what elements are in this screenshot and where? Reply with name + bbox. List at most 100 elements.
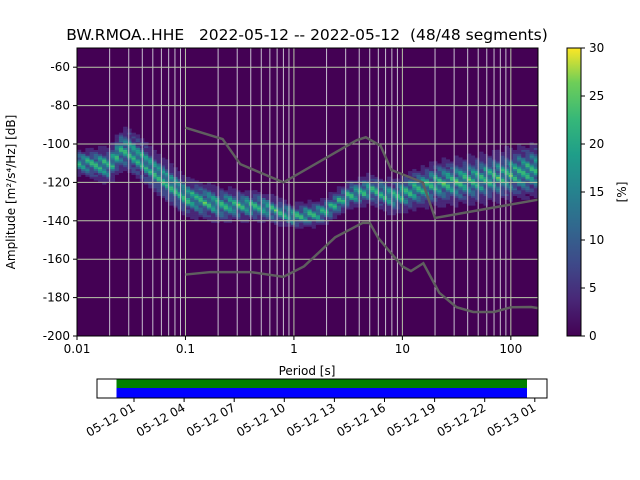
heatmap-cell xyxy=(290,216,296,220)
heatmap-cell xyxy=(437,192,442,195)
heatmap-cell xyxy=(349,197,354,200)
heatmap-cell xyxy=(93,159,99,162)
heatmap-cell xyxy=(521,144,526,147)
heatmap-cell xyxy=(294,201,300,204)
heatmap-cell xyxy=(483,167,489,170)
heatmap-cell xyxy=(232,201,237,204)
heatmap-cell xyxy=(131,159,136,162)
heatmap-cell xyxy=(412,199,417,202)
heatmap-cell xyxy=(282,218,287,221)
heatmap-cell xyxy=(290,209,296,212)
heatmap-cell xyxy=(517,145,522,149)
heatmap-cell xyxy=(152,174,157,177)
heatmap-cell xyxy=(135,155,141,158)
heatmap-cell xyxy=(521,159,526,162)
heatmap-cell xyxy=(148,159,153,162)
heatmap-cell xyxy=(525,149,530,152)
heatmap-cell xyxy=(454,190,459,193)
heatmap-cell xyxy=(525,140,530,143)
heatmap-cell xyxy=(525,186,530,189)
heatmap-cell xyxy=(441,207,447,210)
heatmap-cell xyxy=(424,167,430,170)
heatmap-cell xyxy=(512,172,518,175)
heatmap-cell xyxy=(165,193,170,197)
heatmap-cell xyxy=(169,165,174,168)
heatmap-cell xyxy=(102,178,107,181)
heatmap-cell xyxy=(487,172,493,175)
heatmap-cell xyxy=(533,145,539,149)
heatmap-cell xyxy=(458,186,463,189)
heatmap-cell xyxy=(219,207,224,210)
heatmap-cell xyxy=(466,170,472,173)
heatmap-cell xyxy=(533,190,539,193)
heatmap-cell xyxy=(278,205,283,208)
heatmap-cell xyxy=(152,176,157,179)
heatmap-cell xyxy=(361,195,367,198)
heatmap-cell xyxy=(89,170,95,173)
heatmap-cell xyxy=(148,144,153,147)
heatmap-cell xyxy=(278,224,283,227)
heatmap-cell xyxy=(227,199,233,202)
heatmap-cell xyxy=(265,201,271,204)
heatmap-cell xyxy=(412,176,417,179)
heatmap-cell xyxy=(190,193,195,197)
heatmap-cell xyxy=(261,222,266,225)
heatmap-cell xyxy=(93,155,99,158)
heatmap-cell xyxy=(504,192,509,195)
heatmap-cell xyxy=(211,195,216,198)
heatmap-cell xyxy=(223,201,229,204)
heatmap-cell xyxy=(408,195,413,198)
heatmap-cell xyxy=(118,157,124,160)
heatmap-cell xyxy=(152,147,157,150)
heatmap-cell xyxy=(529,159,535,162)
heatmap-cell xyxy=(403,184,409,187)
heatmap-cell xyxy=(202,205,208,208)
heatmap-cell xyxy=(240,193,245,197)
heatmap-cell xyxy=(475,192,480,195)
heatmap-cell xyxy=(185,203,191,206)
heatmap-cell xyxy=(236,197,241,200)
heatmap-cell xyxy=(429,195,434,198)
heatmap-cell xyxy=(299,228,304,231)
heatmap-cell xyxy=(470,172,476,175)
heatmap-cell xyxy=(273,222,279,225)
heatmap-cell xyxy=(219,190,224,193)
heatmap-cell xyxy=(512,144,518,147)
heatmap-cell xyxy=(387,193,392,197)
heatmap-cell xyxy=(148,172,153,175)
heatmap-cell xyxy=(466,180,472,183)
heatmap-cell xyxy=(227,190,233,193)
heatmap-cell xyxy=(517,161,522,164)
heatmap-cell xyxy=(454,205,459,208)
heatmap-cell xyxy=(525,142,530,145)
heatmap-cell xyxy=(533,186,539,189)
heatmap-cell xyxy=(462,180,468,183)
heatmap-cell xyxy=(232,188,237,191)
heatmap-cell xyxy=(131,157,136,160)
heatmap-cell xyxy=(378,205,384,208)
heatmap-cell xyxy=(487,157,493,160)
colorbar-tick-label: 10 xyxy=(589,233,604,247)
heatmap-cell xyxy=(533,144,539,147)
heatmap-cell xyxy=(215,190,220,193)
heatmap-cell xyxy=(135,159,141,162)
heatmap-cell xyxy=(475,155,480,158)
heatmap-cell xyxy=(487,153,493,156)
heatmap-cell xyxy=(449,170,455,173)
heatmap-cell xyxy=(420,174,426,177)
heatmap-cell xyxy=(529,161,535,164)
heatmap-cell xyxy=(181,172,187,175)
heatmap-cell xyxy=(521,178,526,181)
heatmap-cell xyxy=(160,157,166,160)
heatmap-cell xyxy=(500,167,505,170)
heatmap-cell xyxy=(89,167,95,170)
heatmap-cell xyxy=(458,176,463,179)
heatmap-cell xyxy=(152,180,157,183)
heatmap-cell xyxy=(114,168,120,172)
heatmap-cell xyxy=(429,188,434,191)
heatmap-cell xyxy=(118,132,124,135)
heatmap-cell xyxy=(412,188,417,191)
heatmap-cell xyxy=(403,201,409,204)
heatmap-cell xyxy=(97,153,103,156)
heatmap-cell xyxy=(177,186,183,189)
